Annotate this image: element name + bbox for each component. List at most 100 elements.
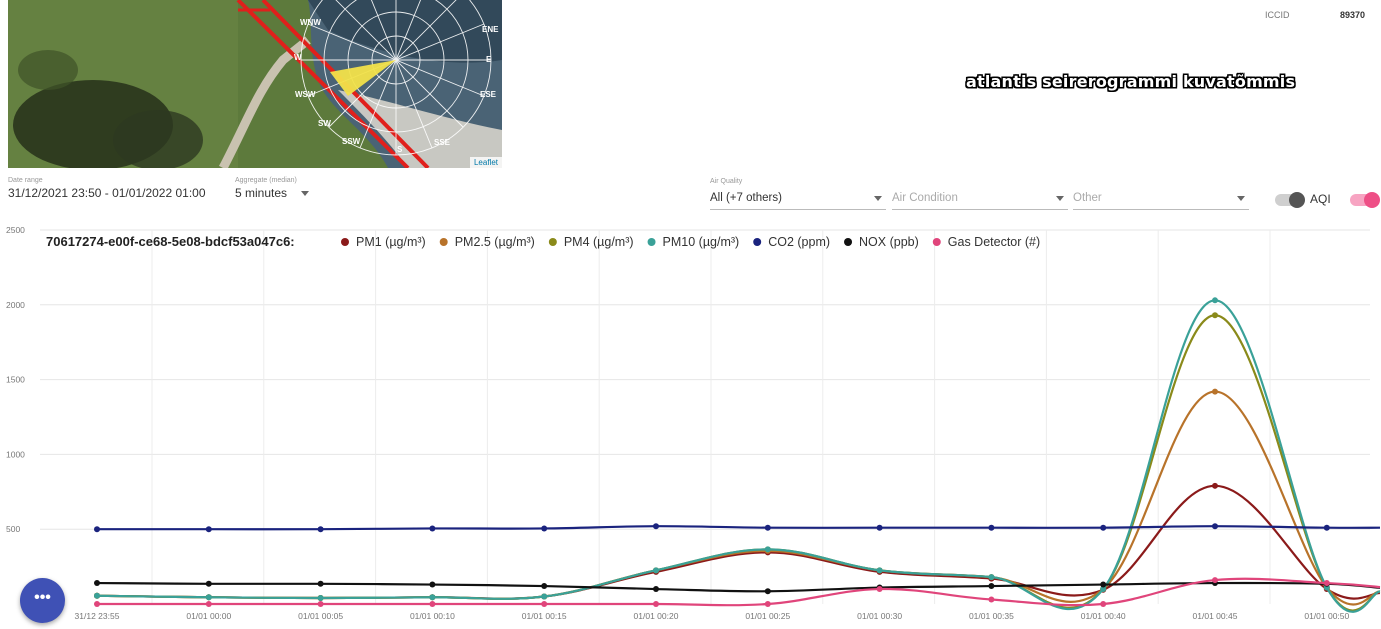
data-point[interactable]: [764, 546, 771, 553]
data-point[interactable]: [205, 580, 212, 587]
sensor-chart[interactable]: 500 1000 1500 2000 2500 31/12 23:55 01/01 00:0…: [0, 222, 1381, 629]
data-point[interactable]: [1212, 297, 1218, 304]
data-point[interactable]: [764, 588, 771, 595]
data-point[interactable]: [205, 601, 212, 607]
data-point[interactable]: [988, 524, 995, 531]
chevron-down-icon: [301, 191, 310, 197]
data-point[interactable]: [94, 592, 100, 599]
iccid-value: 89370: [1340, 10, 1366, 20]
chevron-down-icon: [874, 196, 882, 201]
x-tick-label: 31/12 23:55: [75, 611, 120, 621]
y-tick-label: 1500: [6, 375, 25, 385]
date-range-value: 31/12/2021 23:50 - 01/01/2022 01:00: [8, 186, 206, 200]
x-tick-label: 01/01 00:25: [745, 611, 790, 621]
data-point[interactable]: [94, 601, 100, 607]
data-point[interactable]: [1100, 601, 1107, 607]
legend-marker: [932, 238, 941, 246]
data-point[interactable]: [653, 601, 659, 607]
legend-item[interactable]: PM10 (µg/m³): [663, 235, 740, 249]
compass-label-sw: SW: [318, 119, 331, 128]
x-tick-label: 01/01 00:05: [298, 611, 343, 621]
x-tick-label: 01/01 00:45: [1193, 611, 1238, 621]
data-point[interactable]: [541, 583, 548, 590]
data-point[interactable]: [988, 574, 995, 581]
other-placeholder: Other: [1073, 192, 1102, 204]
aqi-label: AQI: [1310, 192, 1331, 206]
data-point[interactable]: [764, 601, 771, 607]
data-point[interactable]: [94, 526, 100, 533]
data-point[interactable]: [541, 601, 548, 607]
data-point[interactable]: [541, 525, 548, 532]
compass-label-wnw: WNW: [300, 18, 321, 27]
data-point[interactable]: [653, 586, 659, 593]
legend-item[interactable]: PM1 (µg/m³): [356, 235, 426, 249]
data-point[interactable]: [1100, 581, 1107, 588]
air-condition-placeholder: Air Condition: [892, 192, 958, 204]
data-point[interactable]: [1212, 482, 1218, 489]
legend-item[interactable]: Gas Detector (#): [948, 235, 1040, 249]
data-point[interactable]: [429, 581, 436, 588]
data-point[interactable]: [541, 593, 548, 600]
legend-item[interactable]: CO2 (ppm): [768, 235, 830, 249]
more-actions-button[interactable]: •••: [20, 578, 65, 623]
data-point[interactable]: [429, 594, 436, 601]
legend-item[interactable]: PM2.5 (µg/m³): [455, 235, 535, 249]
air-quality-select[interactable]: Air Quality All (+7 others): [710, 178, 886, 210]
data-point[interactable]: [429, 601, 436, 607]
x-tick-label: 01/01 00:20: [634, 611, 679, 621]
data-point[interactable]: [988, 596, 995, 603]
compass-label-w: W: [294, 53, 302, 62]
data-point[interactable]: [205, 594, 212, 601]
compass-label-wsw: WSW: [295, 90, 316, 99]
other-select[interactable]: Other: [1073, 188, 1249, 210]
data-point[interactable]: [1212, 523, 1218, 530]
legend-marker: [439, 238, 448, 246]
data-point[interactable]: [653, 523, 659, 530]
data-point[interactable]: [876, 567, 883, 574]
legend-item[interactable]: PM4 (µg/m³): [564, 235, 634, 249]
data-point[interactable]: [317, 526, 324, 533]
leaflet-attribution-link[interactable]: Leaflet: [469, 157, 502, 168]
data-point[interactable]: [876, 524, 883, 531]
series-line[interactable]: [96, 314, 1381, 612]
x-tick-label: 01/01 00:40: [1081, 611, 1126, 621]
data-point[interactable]: [1323, 580, 1330, 587]
legend-item[interactable]: NOX (ppb): [859, 235, 919, 249]
legend-marker: [341, 238, 349, 246]
aqi-toggle[interactable]: [1275, 192, 1305, 208]
data-point[interactable]: [653, 567, 659, 574]
aggregate-value: 5 minutes: [235, 186, 288, 200]
legend-marker: [647, 238, 656, 246]
chevron-down-icon: [1056, 196, 1064, 201]
data-point[interactable]: [1212, 577, 1218, 584]
air-quality-label: Air Quality: [710, 178, 743, 185]
secondary-toggle[interactable]: [1350, 192, 1380, 208]
aggregate-select[interactable]: Aggregate (median) 5 minutes: [235, 176, 310, 201]
data-point[interactable]: [1323, 524, 1330, 531]
toggle-knob: [1289, 192, 1305, 208]
series-line[interactable]: [96, 299, 1381, 613]
data-point[interactable]: [317, 580, 324, 587]
data-point[interactable]: [205, 526, 212, 533]
data-point[interactable]: [94, 580, 100, 587]
data-point[interactable]: [317, 595, 324, 602]
y-tick-label: 2000: [6, 300, 25, 310]
date-range-label: Date range: [8, 177, 43, 184]
air-quality-value: All (+7 others): [710, 192, 782, 204]
series-line[interactable]: [96, 484, 1381, 600]
map-panel[interactable]: ENE E ESE SSE S SSW SW WSW W WNW Leaflet: [8, 0, 502, 168]
data-point[interactable]: [1100, 524, 1107, 531]
legend-marker: [753, 238, 762, 246]
data-point[interactable]: [1212, 312, 1218, 319]
air-condition-select[interactable]: Air Condition: [892, 188, 1068, 210]
data-point[interactable]: [1212, 388, 1218, 395]
data-point[interactable]: [1100, 586, 1107, 593]
date-range-picker[interactable]: Date range 31/12/2021 23:50 - 01/01/2022…: [8, 176, 206, 201]
toggle-knob: [1364, 192, 1380, 208]
data-point[interactable]: [876, 586, 883, 593]
data-point[interactable]: [988, 583, 995, 590]
data-point[interactable]: [764, 524, 771, 531]
data-point[interactable]: [317, 601, 324, 607]
data-point[interactable]: [429, 525, 436, 532]
map-view[interactable]: ENE E ESE SSE S SSW SW WSW W WNW: [8, 0, 502, 168]
